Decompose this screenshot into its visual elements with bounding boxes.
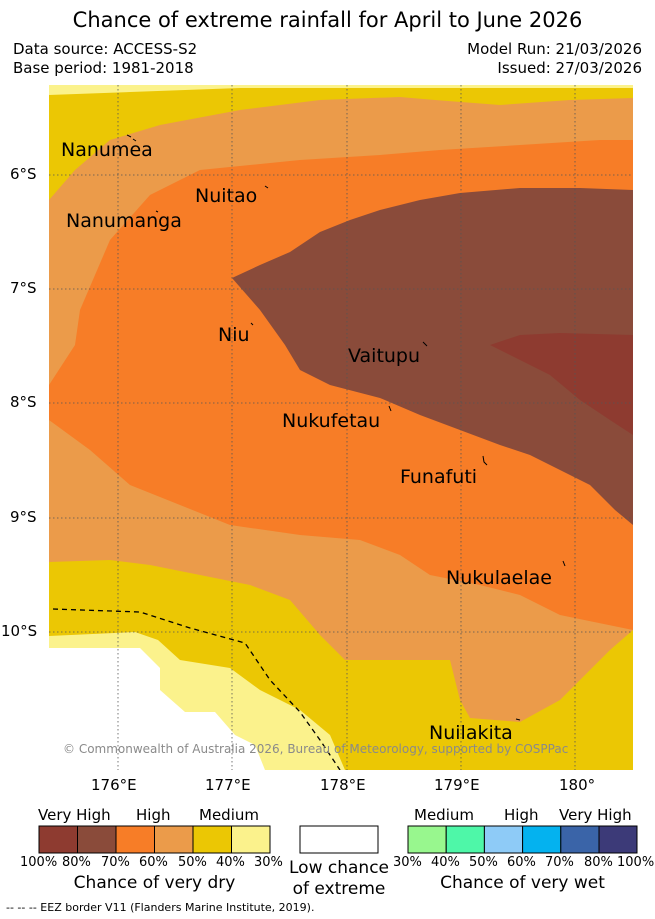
place-label-nukufetau: Nukufetau [282,410,381,432]
legend-dry-box [77,825,117,854]
place-label-nuitao: Nuitao [195,185,258,207]
legend-dry-box [38,825,78,854]
lat-label: 10°S [1,622,38,640]
legend-wet-box [483,825,524,854]
lon-label: 177°E [205,776,251,794]
lon-label: 176°E [91,776,137,794]
legend-dry-header: Medium [199,806,259,824]
legend-wet-percent: 40% [431,855,460,870]
island-nanumea [126,134,137,142]
legend-wet-header: Very High [559,806,632,824]
legend-dry-boxes [38,825,271,854]
legend-wet-percent: 80% [584,855,613,870]
island-nuilakita [515,718,521,721]
legend-dry-percent: 30% [254,855,283,870]
legend-wet-box [445,825,485,854]
lat-label: 9°S [10,508,37,526]
place-label-nukulaelae: Nukulaelae [446,567,552,589]
lat-label: 6°S [10,165,37,183]
legend-neutral-caption-2: of extreme [292,879,386,899]
place-label-funafuti: Funafuti [400,466,478,488]
region-high-dry [232,188,633,525]
legend-wet-percent: 30% [393,855,422,870]
legend-dry-caption: Chance of very dry [73,873,236,893]
lat-label: 7°S [10,279,37,297]
map-title: Chance of extreme rainfall for April to … [72,8,583,32]
place-label-nanumanga: Nanumanga [66,210,182,232]
legend-dry-header: Very High [38,806,111,824]
legend-wet-box [598,825,638,854]
legend-dry-percent: 80% [62,855,91,870]
legend-wet-box [560,825,600,854]
legend-wet-box [407,825,447,854]
island-niu [250,322,254,326]
legend-wet-percent: 50% [469,855,498,870]
legend-wet-box [522,825,562,854]
legend-dry-percent: 50% [178,855,207,870]
legend-dry-box [154,825,194,854]
legend-dry-percent: 40% [216,855,245,870]
legend-wet-boxes [407,825,638,854]
legend-dry-percent: 60% [139,855,168,870]
legend-dry-header: High [136,806,171,824]
legend-dry-percent: 100% [20,855,58,870]
legend-neutral-box [299,825,379,854]
legend-wet-caption: Chance of very wet [440,873,605,893]
copyright-notice: © Commonwealth of Australia 2026, Bureau… [63,742,569,756]
island-nukulaelae [562,560,566,567]
issued-date: Issued: 27/03/2026 [497,59,642,77]
place-label-nanumea: Nanumea [61,139,153,161]
legend-wet-header: Medium [414,806,474,824]
legend-neutral-caption-1: Low chance [289,858,389,878]
legend-wet-percent: 60% [507,855,536,870]
rainfall-regions [49,85,633,770]
base-period: Base period: 1981-2018 [13,59,194,77]
legend-dry-box [231,825,271,854]
place-label-vaitupu: Vaitupu [348,345,421,367]
island-nanumanga [155,210,159,213]
legend-wet-header: High [504,806,539,824]
legend-dry-percent: 70% [101,855,130,870]
region-top-pale [49,85,633,95]
data-source: Data source: ACCESS-S2 [13,40,198,58]
island-nukufetau [388,405,392,412]
lat-label: 8°S [10,393,37,411]
lon-label: 178°E [320,776,366,794]
place-label-niu: Niu [218,324,250,346]
eez-legend-note: -- -- -- EEZ border V11 (Flanders Marine… [6,901,315,914]
legend-wet-percent: 70% [545,855,574,870]
eez-border [52,608,341,770]
legend-wet-percent: 100% [617,855,655,870]
legend-dry-box [115,825,155,854]
legend-dry-box [192,825,232,854]
island-nuitao [264,185,269,189]
island-vaitupu [422,341,428,347]
place-label-nuilakita: Nuilakita [429,722,513,744]
lon-label: 179°E [434,776,480,794]
lon-label: 180° [559,776,596,794]
island-funafuti [482,455,488,466]
model-run: Model Run: 21/03/2026 [467,40,642,58]
region-low-chance [49,648,265,770]
region-very-high-dry [490,333,633,435]
